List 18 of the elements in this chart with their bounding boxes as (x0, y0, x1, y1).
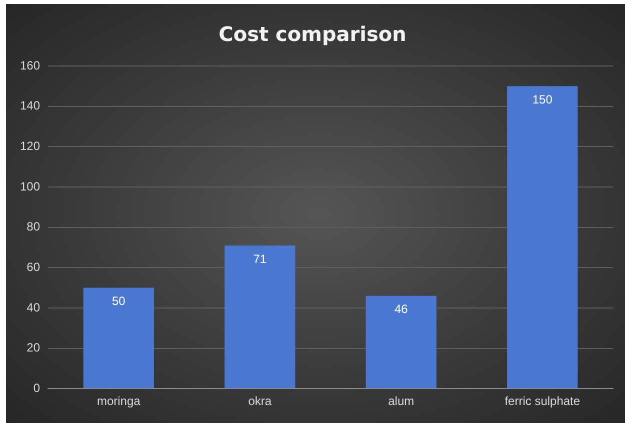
y-tick-label: 20 (26, 340, 40, 355)
y-tick-label: 160 (20, 58, 40, 72)
y-tick-label: 60 (26, 260, 40, 274)
data-label: 71 (253, 252, 267, 266)
y-tick-label: 0 (33, 380, 40, 395)
y-tick-label: 40 (26, 300, 40, 314)
data-label: 46 (394, 302, 408, 316)
chart-title: Cost comparison (218, 22, 406, 46)
data-label: 150 (532, 92, 553, 106)
data-label: 50 (112, 294, 126, 308)
x-tick-label: ferric sulphate (504, 394, 580, 408)
y-tick-label: 100 (20, 179, 40, 194)
y-tick-label: 120 (20, 138, 40, 153)
x-tick-label: alum (388, 394, 414, 408)
x-tick-label: okra (248, 394, 272, 408)
x-tick-label: moringa (96, 394, 141, 408)
y-tick-label: 80 (26, 220, 40, 234)
y-tick-label: 140 (20, 98, 40, 113)
